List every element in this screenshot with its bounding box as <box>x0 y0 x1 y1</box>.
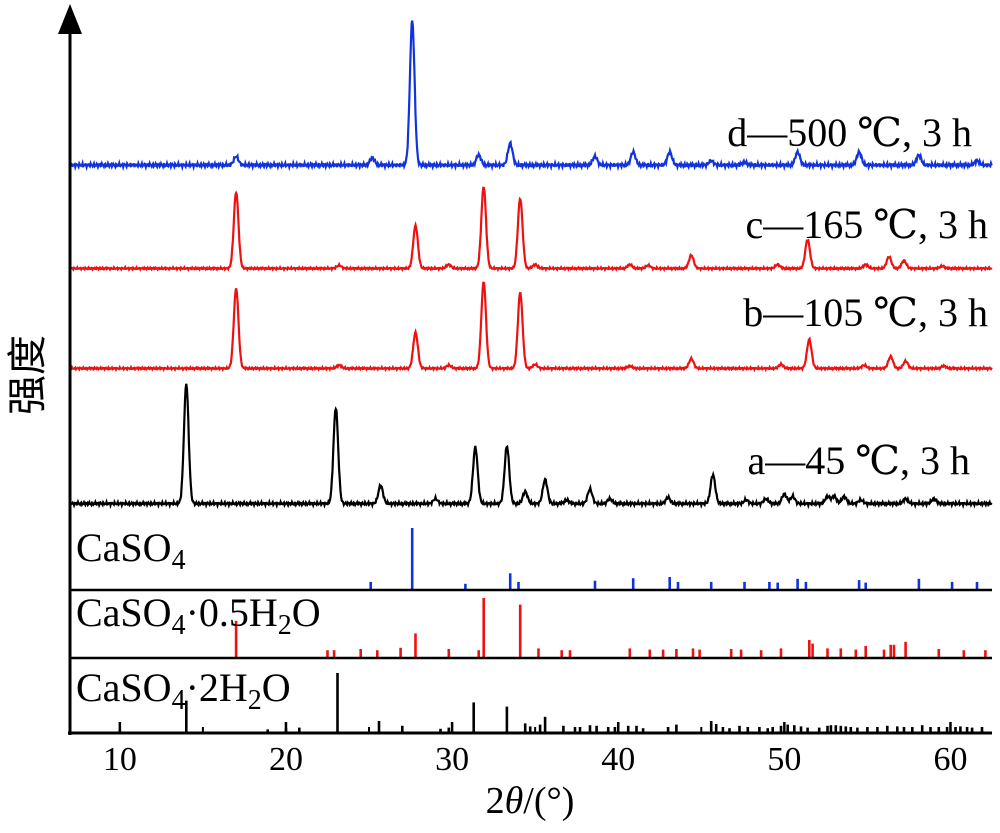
xrd-trace-d <box>69 20 993 172</box>
trace-label-b: b—105 ℃, 3 h <box>743 290 988 335</box>
axes-layer <box>58 4 992 735</box>
trace-label-c: c—165 ℃, 3 h <box>746 202 989 247</box>
xrd-trace-b <box>69 281 993 373</box>
x-tick-label: 20 <box>269 741 303 778</box>
trace-label-d: d—500 ℃, 3 h <box>727 110 972 155</box>
y-axis-arrow-icon <box>58 4 82 34</box>
x-axis-title: 2θ/(°) <box>486 780 575 822</box>
x-tick-label: 60 <box>933 741 967 778</box>
reference-label-hemihydrate: CaSO4·0.5H2O <box>76 590 321 641</box>
x-tick-label: 40 <box>601 741 635 778</box>
traces-layer <box>68 20 993 510</box>
trace-label-a: a—45 ℃, 3 h <box>748 438 971 483</box>
y-axis-title: 强度 <box>5 335 51 415</box>
reference-label-dihydrate: CaSO4·2H2O <box>76 665 291 716</box>
xrd-trace-c <box>69 186 993 273</box>
x-tick-label: 30 <box>435 741 469 778</box>
x-tick-label: 10 <box>103 741 137 778</box>
x-tick-label: 50 <box>767 741 801 778</box>
xrd-trace-a <box>68 383 993 510</box>
x-ticks-layer: 10 20 30 40 50 60 <box>103 722 967 778</box>
reference-label-caso4: CaSO4 <box>76 525 186 576</box>
